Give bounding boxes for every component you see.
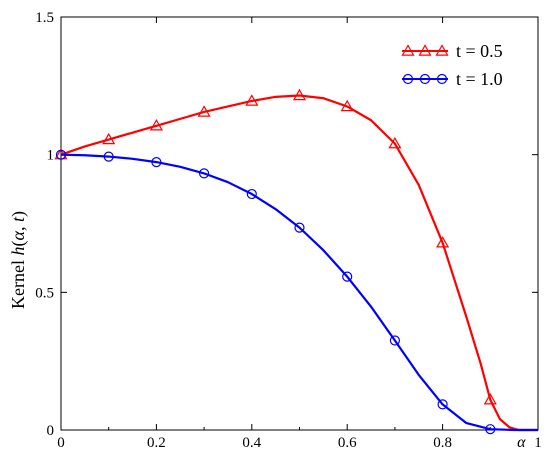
- circle-marker: [485, 424, 496, 435]
- legend-item-2: t = 1.0: [402, 69, 503, 89]
- triangle-marker: [436, 236, 450, 248]
- x-tick-label: 1: [534, 435, 542, 451]
- triangle-marker: [292, 88, 307, 101]
- legend: t = 0.5 t = 1.0: [401, 41, 503, 89]
- circle-marker: [151, 157, 162, 168]
- x-axis-ticks: 0 0.2 0.4 0.6 0.8 1: [57, 17, 542, 451]
- y-axis-label-word: Kernel: [8, 255, 28, 308]
- triangle-marker: [102, 132, 116, 145]
- legend-item-1: t = 0.5: [401, 41, 503, 61]
- y-axis-label-paren-close: ): [8, 211, 29, 217]
- y-tick-label: 0: [47, 423, 55, 439]
- x-tick-label: 0.2: [147, 435, 166, 451]
- y-axis-label-h: h: [8, 246, 28, 255]
- y-axis-label-paren-open: (: [8, 240, 29, 246]
- y-axis-label: Kernel h(α, t): [8, 211, 29, 309]
- y-axis-label-comma: ,: [8, 222, 28, 231]
- circle-marker: [437, 399, 448, 410]
- circle-marker: [419, 73, 431, 85]
- triangle-marker: [401, 44, 415, 56]
- x-tick-label: 0.8: [433, 435, 452, 451]
- series-line: [60, 153, 538, 432]
- circle-marker: [402, 73, 414, 85]
- triangle-marker: [435, 44, 449, 56]
- circle-marker: [103, 151, 114, 162]
- triangle-marker: [197, 105, 211, 117]
- triangle-marker: [418, 44, 432, 56]
- triangle-marker: [340, 99, 354, 112]
- y-tick-label: 1: [47, 148, 55, 164]
- y-tick-label: 0.5: [35, 285, 54, 301]
- x-axis-label: α: [517, 434, 526, 451]
- circle-marker: [294, 222, 305, 233]
- circle-marker: [55, 149, 67, 160]
- triangle-marker: [245, 94, 259, 106]
- legend-label: t = 0.5: [456, 41, 503, 61]
- series-line: [60, 94, 538, 432]
- triangle-marker: [483, 393, 497, 405]
- y-axis-label-alpha: α: [8, 230, 28, 240]
- circle-marker: [436, 73, 448, 85]
- x-tick-label: 0.6: [338, 435, 357, 451]
- y-tick-label: 1.5: [35, 10, 54, 26]
- triangle-marker: [388, 136, 402, 149]
- series-2: [55, 149, 538, 435]
- plot-area: 0 0.2 0.4 0.6 0.8 1 0 0.5 1 1.5: [35, 10, 542, 451]
- circle-marker: [199, 168, 210, 179]
- legend-label: t = 1.0: [456, 69, 503, 89]
- x-tick-label: 0: [57, 435, 65, 451]
- y-axis-label-t: t: [8, 216, 28, 222]
- y-axis-ticks: 0 0.5 1 1.5: [35, 10, 538, 439]
- circle-marker: [342, 271, 353, 282]
- circle-marker: [389, 335, 400, 346]
- series-1: [54, 88, 538, 432]
- triangle-marker: [149, 119, 163, 131]
- series-layer: [54, 88, 538, 435]
- circle-marker: [246, 188, 257, 200]
- x-tick-label: 0.4: [242, 435, 261, 451]
